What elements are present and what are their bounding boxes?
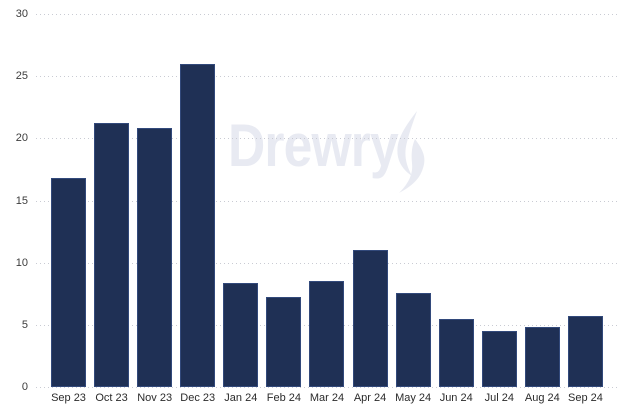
x-tick-slot: Sep 23 (51, 391, 86, 405)
x-tick-slot: May 24 (395, 391, 432, 405)
gridline-y-15 (36, 200, 620, 202)
y-tick-label-20: 20 (15, 132, 28, 145)
bar-mar-24 (309, 281, 345, 387)
y-tick-label-25: 25 (15, 70, 28, 83)
x-tick-slot: Jun 24 (439, 391, 474, 405)
bar-nov-23 (137, 128, 173, 387)
x-tick-label-dec-23: Dec 23 (180, 392, 216, 404)
bar-jul-24 (481, 331, 517, 387)
x-tick-label-oct-23: Oct 23 (95, 392, 128, 404)
y-tick-label-10: 10 (15, 256, 28, 269)
bar-jan-24 (223, 283, 259, 387)
gridline-y-25 (36, 76, 620, 78)
x-tick-label-mar-24: Mar 24 (309, 392, 345, 404)
bar-feb-24 (266, 297, 302, 387)
gridline-y-0 (36, 387, 620, 388)
y-tick-label-0: 0 (21, 381, 28, 393)
x-tick-label-apr-24: Apr 24 (353, 392, 387, 404)
bar-may-24 (395, 293, 431, 387)
x-tick-slot: Nov 23 (137, 391, 172, 405)
bar-apr-24 (352, 250, 388, 387)
bar-sep-23 (51, 178, 86, 387)
x-tick-label-nov-23: Nov 23 (137, 392, 173, 404)
y-tick-label-30: 30 (15, 8, 28, 20)
x-axis: Sep 23 Oct 23 Nov 23 Dec 23 Jan 24 Feb 24 Mar … (51, 391, 603, 405)
x-tick-label-jan-24: Jan 24 (224, 392, 258, 404)
x-tick-label-aug-24: Aug 24 (524, 392, 560, 404)
bar-sep-24 (567, 316, 603, 387)
gridline-y-20 (36, 138, 620, 140)
x-tick-label-may-24: May 24 (395, 392, 432, 404)
x-tick-label-jul-24: Jul 24 (484, 392, 514, 404)
bar-aug-24 (524, 327, 560, 387)
bar-series (51, 14, 603, 387)
x-tick-slot: Sep 24 (568, 391, 603, 405)
x-tick-slot: Jan 24 (223, 391, 258, 405)
x-tick-slot: Apr 24 (353, 391, 388, 405)
x-tick-slot: Feb 24 (266, 391, 301, 405)
gridline-y-10 (36, 262, 620, 264)
x-tick-label-sep-23: Sep 23 (51, 392, 86, 404)
x-tick-slot: Dec 23 (180, 391, 215, 405)
x-tick-label-feb-24: Feb 24 (266, 392, 302, 404)
x-tick-slot: Oct 23 (94, 391, 129, 405)
x-tick-label-sep-24: Sep 24 (568, 392, 603, 404)
x-tick-slot: Aug 24 (525, 391, 560, 405)
x-tick-label-jun-24: Jun 24 (439, 392, 473, 404)
x-tick-slot: Jul 24 (482, 391, 517, 405)
y-tick-label-15: 15 (15, 194, 28, 207)
y-tick-label-5: 5 (21, 318, 28, 331)
bar-dec-23 (180, 64, 216, 387)
bar-jun-24 (438, 319, 474, 387)
bar-oct-23 (94, 123, 130, 387)
gridline-y-30 (36, 14, 620, 15)
x-tick-slot: Mar 24 (309, 391, 344, 405)
